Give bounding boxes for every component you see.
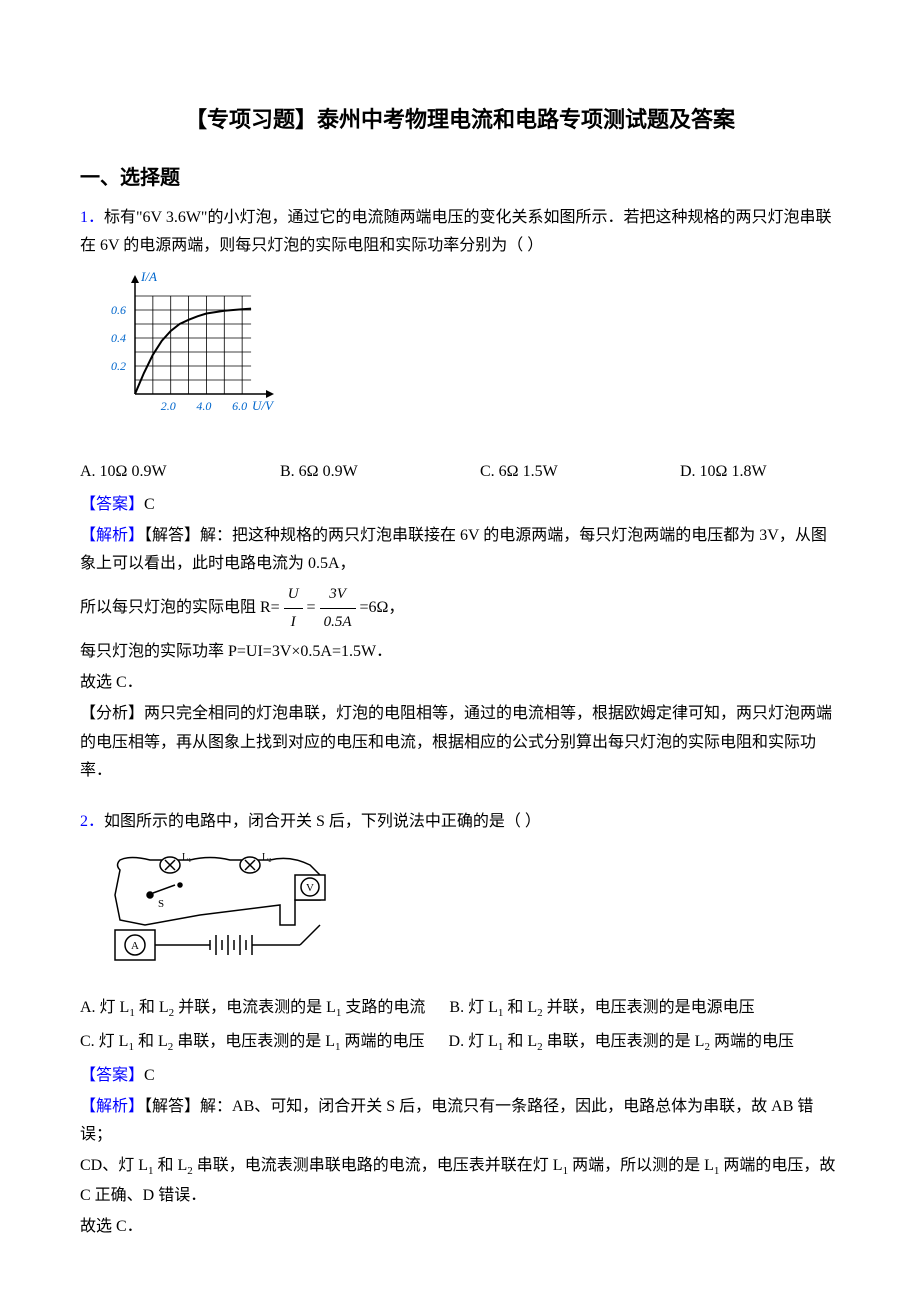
- answer-value-2: C: [144, 1067, 155, 1084]
- q2-analysis-2: CD、灯 L1 和 L2 串联，电流表测串联电路的电流，电压表并联在灯 L1 两…: [80, 1152, 840, 1211]
- q1-chart: 0.2 0.4 0.6 2.0 4.0 6.0 I/A U/V: [100, 269, 840, 450]
- q1-option-c: C. 6Ω 1.5W: [480, 458, 680, 487]
- q1-analysis-4: 故选 C．: [80, 669, 840, 698]
- fraction-1: UI: [284, 581, 303, 636]
- svg-text:L₁: L₁: [182, 852, 192, 863]
- frac2-den: 0.5A: [320, 609, 356, 636]
- svg-text:L₂: L₂: [262, 852, 272, 863]
- answer-label-2: 【答案】: [80, 1067, 144, 1084]
- fraction-2: 3V0.5A: [320, 581, 356, 636]
- q2-opt-d: D. 灯 L1 和 L2 串联，电压表测的是 L2 两端的电压: [449, 1033, 794, 1050]
- q1-options: A. 10Ω 0.9W B. 6Ω 0.9W C. 6Ω 1.5W D. 10Ω…: [80, 458, 840, 487]
- q2-analysis-text-1: 【解答】解：AB、可知，闭合开关 S 后，电流只有一条路径，因此，电路总体为串联…: [80, 1098, 813, 1144]
- q1-number: 1．: [80, 209, 104, 226]
- analysis-text-1: 【解答】解：把这种规格的两只灯泡串联接在 6V 的电源两端，每只灯泡两端的电压都…: [80, 527, 827, 573]
- answer-label: 【答案】: [80, 496, 144, 513]
- svg-text:0.6: 0.6: [111, 303, 126, 317]
- q1-analysis-1: 【解析】【解答】解：把这种规格的两只灯泡串联接在 6V 的电源两端，每只灯泡两端…: [80, 522, 840, 580]
- svg-text:0.2: 0.2: [111, 359, 126, 373]
- svg-text:0.4: 0.4: [111, 331, 126, 345]
- q1-analysis-5: 【分析】两只完全相同的灯泡串联，灯泡的电阻相等，通过的电流相等，根据欧姆定律可知…: [80, 700, 840, 786]
- q2-opt-a: A. 灯 L1 和 L2 并联，电流表测的是 L1 支路的电流: [80, 999, 425, 1016]
- analysis-label-2: 【解析】: [80, 1098, 144, 1115]
- answer-value: C: [144, 496, 155, 513]
- q2-body: 如图所示的电路中，闭合开关 S 后，下列说法中正确的是（ ）: [104, 813, 541, 830]
- q2-text: 2．如图所示的电路中，闭合开关 S 后，下列说法中正确的是（ ）: [80, 808, 840, 837]
- frac1-num: U: [284, 581, 303, 609]
- analysis-2-mid: =: [307, 599, 316, 616]
- q1-body: 标有"6V 3.6W"的小灯泡，通过它的电流随两端电压的变化关系如图所示．若把这…: [80, 209, 831, 255]
- q1-option-b: B. 6Ω 0.9W: [280, 458, 480, 487]
- q1-analysis-2: 所以每只灯泡的实际电阻 R=UI=3V0.5A=6Ω，: [80, 581, 840, 636]
- q2-opt-b: B. 灯 L1 和 L2 并联，电压表测的是电源电压: [449, 999, 754, 1016]
- q2-option-cd: C. 灯 L1 和 L2 串联，电压表测的是 L1 两端的电压 D. 灯 L1 …: [80, 1028, 840, 1058]
- q1-analysis-3: 每只灯泡的实际功率 P=UI=3V×0.5A=1.5W．: [80, 638, 840, 667]
- q2-number: 2．: [80, 813, 104, 830]
- q1-answer: 【答案】C: [80, 491, 840, 520]
- circuit-svg: L₁ L₂ V S A: [100, 845, 340, 975]
- q2-circuit-diagram: L₁ L₂ V S A: [100, 845, 840, 986]
- q1-option-d: D. 10Ω 1.8W: [680, 458, 840, 487]
- frac1-den: I: [284, 609, 303, 636]
- analysis-2-pre: 所以每只灯泡的实际电阻 R=: [80, 599, 280, 616]
- section-heading: 一、选择题: [80, 160, 840, 196]
- q1-text: 1．标有"6V 3.6W"的小灯泡，通过它的电流随两端电压的变化关系如图所示．若…: [80, 204, 840, 262]
- svg-text:I/A: I/A: [140, 269, 157, 284]
- q2-opt-c: C. 灯 L1 和 L2 串联，电压表测的是 L1 两端的电压: [80, 1033, 425, 1050]
- svg-text:V: V: [306, 882, 314, 894]
- frac2-num: 3V: [320, 581, 356, 609]
- svg-text:2.0: 2.0: [161, 399, 176, 413]
- svg-text:S: S: [158, 898, 164, 910]
- analysis-label: 【解析】: [80, 527, 144, 544]
- svg-text:A: A: [131, 940, 139, 952]
- iv-curve-chart: 0.2 0.4 0.6 2.0 4.0 6.0 I/A U/V: [100, 269, 300, 439]
- page-title: 【专项习题】泰州中考物理电流和电路专项测试题及答案: [80, 100, 840, 140]
- q2-analysis-1: 【解析】【解答】解：AB、可知，闭合开关 S 后，电流只有一条路径，因此，电路总…: [80, 1093, 840, 1151]
- analysis-2-post: =6Ω，: [360, 599, 405, 616]
- svg-text:U/V: U/V: [252, 398, 275, 413]
- svg-text:6.0: 6.0: [232, 399, 247, 413]
- q1-option-a: A. 10Ω 0.9W: [80, 458, 280, 487]
- q2-option-ab: A. 灯 L1 和 L2 并联，电流表测的是 L1 支路的电流 B. 灯 L1 …: [80, 994, 840, 1024]
- q2-answer: 【答案】C: [80, 1062, 840, 1091]
- q2-analysis-3: 故选 C．: [80, 1213, 840, 1242]
- svg-text:4.0: 4.0: [196, 399, 211, 413]
